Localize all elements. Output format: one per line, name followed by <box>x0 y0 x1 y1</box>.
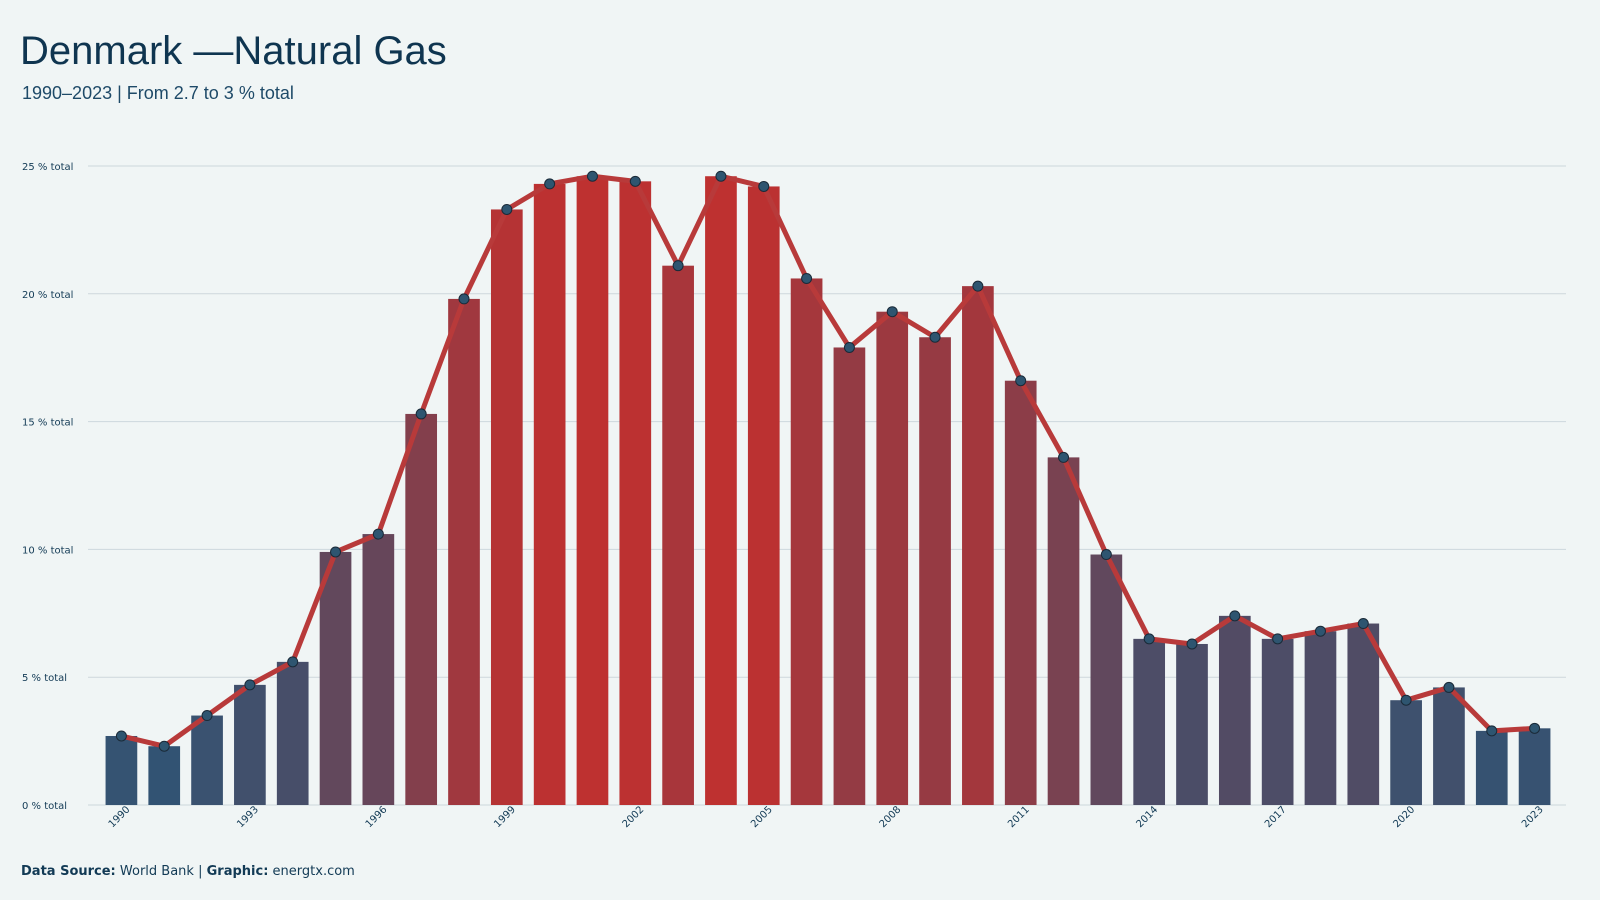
bar <box>1218 615 1251 805</box>
marker <box>1529 722 1541 734</box>
graphic: energtx.com <box>273 864 355 879</box>
marker <box>1400 694 1412 706</box>
marker <box>1314 625 1326 637</box>
bar <box>105 735 138 805</box>
bar <box>876 311 909 805</box>
marker <box>972 280 984 292</box>
source: World Bank <box>120 864 195 879</box>
marker <box>1443 681 1455 693</box>
y-tick-label: 15 % total <box>22 418 73 429</box>
footer: Data Source: World Bank | Graphic: energ… <box>21 864 355 879</box>
marker <box>1143 633 1155 645</box>
bar <box>1390 700 1422 805</box>
marker <box>1486 725 1498 737</box>
marker <box>158 740 170 752</box>
bar <box>362 534 395 805</box>
marker <box>886 306 898 318</box>
bar <box>662 265 694 806</box>
bar <box>619 181 652 805</box>
bar <box>490 209 523 805</box>
y-tick-label: 0 % total <box>22 801 67 812</box>
marker <box>201 710 213 722</box>
bar <box>1004 380 1037 805</box>
marker <box>372 528 384 540</box>
marker <box>544 178 556 190</box>
bar <box>1304 631 1337 805</box>
bar <box>533 183 566 806</box>
marker <box>330 546 342 558</box>
marker <box>458 293 470 305</box>
y-tick-label: 25 % total <box>22 162 73 173</box>
bar <box>1475 730 1508 805</box>
bar <box>576 176 609 805</box>
marker <box>415 408 427 420</box>
marker <box>801 272 813 284</box>
bar <box>747 186 780 805</box>
bar <box>1133 638 1166 805</box>
bar <box>1347 623 1380 805</box>
bar <box>319 551 352 805</box>
marker <box>1272 633 1284 645</box>
bar <box>919 337 951 805</box>
marker <box>758 180 770 192</box>
marker <box>843 341 855 353</box>
marker <box>586 170 598 182</box>
bar <box>405 413 438 805</box>
marker <box>244 679 256 691</box>
bar <box>1433 687 1465 805</box>
bar <box>448 298 480 805</box>
marker <box>115 730 127 742</box>
bar <box>1518 728 1551 805</box>
y-tick-label: 5 % total <box>22 673 67 684</box>
source-label: Data Source: <box>21 864 116 879</box>
bar <box>1261 638 1294 805</box>
bar <box>1176 643 1208 805</box>
bar <box>148 746 181 805</box>
marker <box>1186 638 1198 650</box>
bar <box>1047 457 1080 805</box>
bar <box>191 715 223 805</box>
bar <box>234 684 266 805</box>
bar <box>833 347 866 805</box>
chart-title: Denmark —Natural Gas <box>20 29 447 73</box>
bar <box>1090 554 1123 805</box>
bar <box>962 286 994 806</box>
marker <box>1015 375 1027 387</box>
y-tick-label: 10 % total <box>22 545 73 556</box>
marker <box>672 260 684 272</box>
bar <box>790 278 823 805</box>
y-tick-label: 20 % total <box>22 290 73 301</box>
marker <box>1100 549 1112 561</box>
marker <box>929 331 941 343</box>
marker <box>501 203 513 215</box>
marker <box>1058 451 1070 463</box>
marker <box>629 175 641 187</box>
chart-subtitle: 1990–2023 | From 2.7 to 3 % total <box>22 83 294 103</box>
marker <box>287 656 299 668</box>
bar <box>705 176 737 805</box>
graphic-label: Graphic: <box>207 864 269 879</box>
marker <box>1229 610 1241 622</box>
marker <box>1357 618 1369 630</box>
bar <box>276 661 309 805</box>
marker <box>715 170 727 182</box>
line <box>120 173 1535 749</box>
